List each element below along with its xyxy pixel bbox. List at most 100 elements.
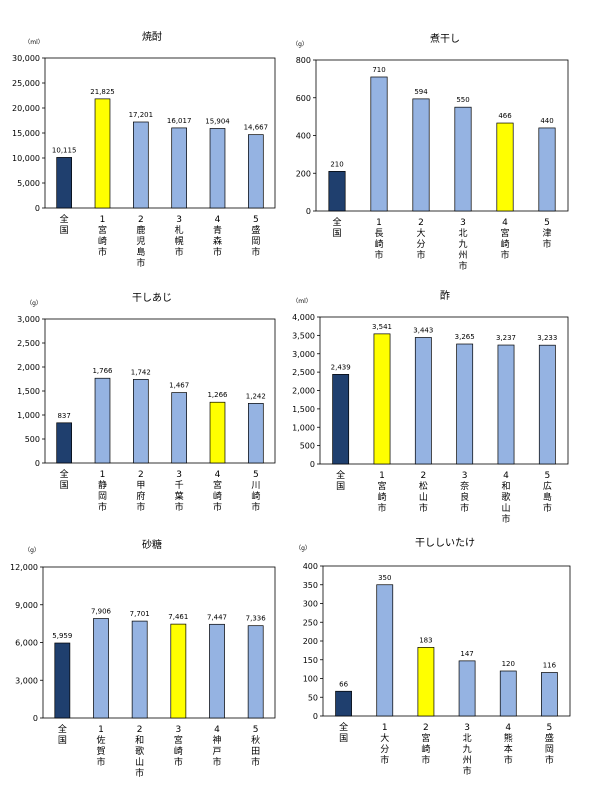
value-label: 7,447	[207, 613, 227, 621]
category-char: 1	[376, 218, 382, 228]
category-char: 宮	[98, 224, 107, 236]
category-char: 3	[176, 470, 182, 480]
category-char: 4	[215, 470, 221, 480]
category-char: 森	[213, 235, 222, 247]
value-label: 1,742	[131, 368, 151, 376]
bar-2	[412, 98, 430, 212]
y-tick-label: 1,500	[292, 405, 315, 414]
value-label: 66	[339, 680, 348, 688]
category-char: 5	[253, 215, 259, 225]
category-char: 市	[416, 249, 425, 261]
category-char: 良	[460, 491, 469, 503]
category-char: 3	[464, 723, 470, 733]
value-label: 594	[414, 88, 428, 96]
category-char: 岡	[98, 491, 107, 502]
category-char: 秋	[251, 734, 260, 746]
plot-frame	[42, 566, 276, 719]
value-label: 1,242	[246, 392, 266, 400]
category-char: 3	[175, 725, 181, 735]
y-tick-label: 6,000	[15, 639, 38, 648]
category-char: 市	[213, 501, 222, 513]
y-tick-label: 3,000	[292, 350, 315, 359]
category-char: 幌	[175, 235, 184, 247]
value-label: 10,115	[52, 146, 77, 154]
value-label: 210	[330, 160, 343, 168]
y-tick-label: 25,000	[12, 79, 40, 88]
category-char: 2	[138, 470, 144, 480]
y-tick-label: 800	[296, 56, 311, 65]
y-tick-label: 300	[303, 600, 318, 609]
category-label: 全国	[58, 723, 67, 746]
value-label: 17,201	[129, 111, 154, 119]
category-char: 市	[458, 260, 467, 272]
category-char: 和	[501, 481, 510, 492]
y-tick-label: 1,000	[292, 423, 315, 432]
chart-title: 干ししいたけ	[415, 537, 475, 549]
bar-1	[376, 584, 394, 717]
chart-title: 干しあじ	[132, 292, 172, 304]
category-label: 全国	[60, 468, 69, 491]
value-label: 550	[456, 96, 469, 104]
category-char: 5	[544, 471, 550, 481]
y-tick-label: 3,000	[17, 315, 40, 324]
category-char: 4	[505, 723, 511, 733]
value-label: 440	[540, 117, 553, 125]
bar-4	[499, 670, 517, 717]
category-char: 崎	[213, 490, 222, 502]
bar-1	[373, 333, 391, 465]
category-char: 市	[374, 249, 383, 261]
bar-3	[171, 127, 187, 209]
y-tick-label: 600	[296, 94, 311, 103]
category-char: 市	[543, 502, 552, 514]
y-tick-label: 1,000	[17, 411, 40, 420]
y-tick-label: 2,500	[292, 368, 315, 377]
y-unit-label: （g）	[24, 547, 40, 554]
category-label: 5 盛岡市	[545, 723, 554, 766]
category-label: 2 大分市	[416, 218, 425, 261]
category-char: 2	[418, 218, 424, 228]
category-char: 崎	[98, 235, 107, 247]
category-char: 盛	[545, 732, 554, 744]
y-tick-label: 0	[313, 712, 318, 721]
category-char: 宮	[500, 227, 509, 239]
value-label: 7,461	[168, 613, 188, 621]
category-char: 5	[547, 723, 553, 733]
value-label: 350	[378, 574, 391, 582]
category-char: 千	[175, 480, 184, 491]
bar-3	[170, 623, 187, 719]
category-char: 4	[215, 215, 221, 225]
category-char: 2	[420, 471, 426, 481]
y-tick-label: 10,000	[12, 154, 40, 163]
y-tick-label: 0	[35, 459, 40, 468]
category-char: 市	[213, 246, 222, 258]
category-label: 2 鹿児島市	[136, 215, 145, 269]
chart-title: 砂糖	[142, 538, 162, 551]
y-tick-label: 0	[306, 207, 311, 216]
bar-0	[335, 690, 352, 717]
y-unit-label: （ml）	[292, 298, 312, 305]
category-char: 市	[501, 513, 510, 525]
y-tick-label: 2,000	[17, 363, 40, 372]
category-char: 山	[135, 757, 144, 768]
bar-2	[133, 379, 149, 464]
bar-4	[209, 623, 225, 719]
category-char: 山	[419, 492, 428, 503]
category-label: 5 川崎市	[251, 470, 260, 513]
category-char: 2	[423, 723, 429, 733]
category-char: 崎	[174, 745, 183, 757]
category-char: 市	[136, 501, 145, 513]
category-label: 5 津市	[542, 218, 551, 250]
bar-4	[209, 128, 226, 209]
category-char: 大	[416, 227, 425, 239]
category-label: 2 宮崎市	[421, 723, 430, 766]
value-label: 3,265	[455, 333, 475, 341]
category-char: 札	[175, 224, 184, 236]
value-label: 5,959	[52, 632, 72, 640]
category-char: 奈	[460, 480, 469, 492]
bar-5	[248, 403, 264, 464]
category-char: 市	[419, 502, 428, 514]
category-char: 崎	[500, 238, 509, 250]
